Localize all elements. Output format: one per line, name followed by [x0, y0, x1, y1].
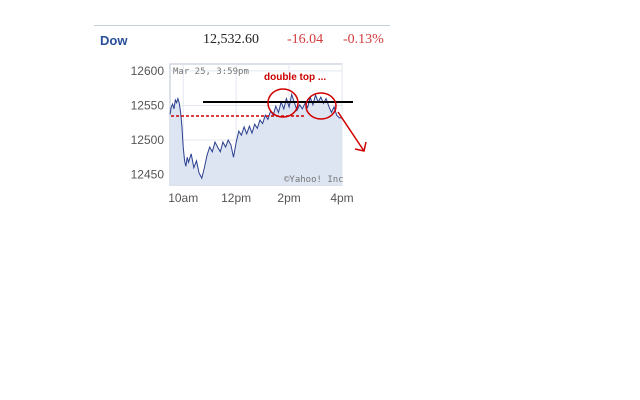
down-arrow-shaft [337, 111, 365, 152]
header-divider [94, 25, 390, 26]
x-axis-ticks: 10am 12pm 2pm 4pm [168, 191, 353, 205]
index-price: 12,532.60 [203, 32, 259, 47]
y-tick-label: 12500 [131, 133, 165, 147]
down-arrow-head [354, 141, 367, 152]
second-top-circle [305, 92, 337, 120]
symbol-link[interactable]: Dow [100, 33, 128, 48]
y-tick-label: 12450 [131, 168, 165, 182]
price-area [170, 94, 342, 185]
price-change: -16.04 [287, 32, 324, 47]
price-change-percent: -0.13% [343, 32, 384, 47]
chart-timestamp: Mar 25, 3:59pm [173, 67, 249, 77]
yahoo-watermark: ©Yahoo! Inc [284, 175, 344, 185]
y-tick-label: 12550 [131, 98, 165, 112]
quote-row: Dow 12,532.60 -16.04 -0.13% [100, 32, 390, 52]
x-tick-label: 4pm [330, 191, 353, 205]
double-top-annotation: double top ... [264, 72, 326, 83]
first-top-circle [267, 88, 299, 118]
x-tick-label: 12pm [221, 191, 251, 205]
x-tick-label: 2pm [277, 191, 300, 205]
y-axis-ticks: 12600 12550 12500 12450 [131, 64, 165, 182]
x-tick-label: 10am [168, 191, 198, 205]
y-tick-label: 12600 [131, 64, 165, 78]
